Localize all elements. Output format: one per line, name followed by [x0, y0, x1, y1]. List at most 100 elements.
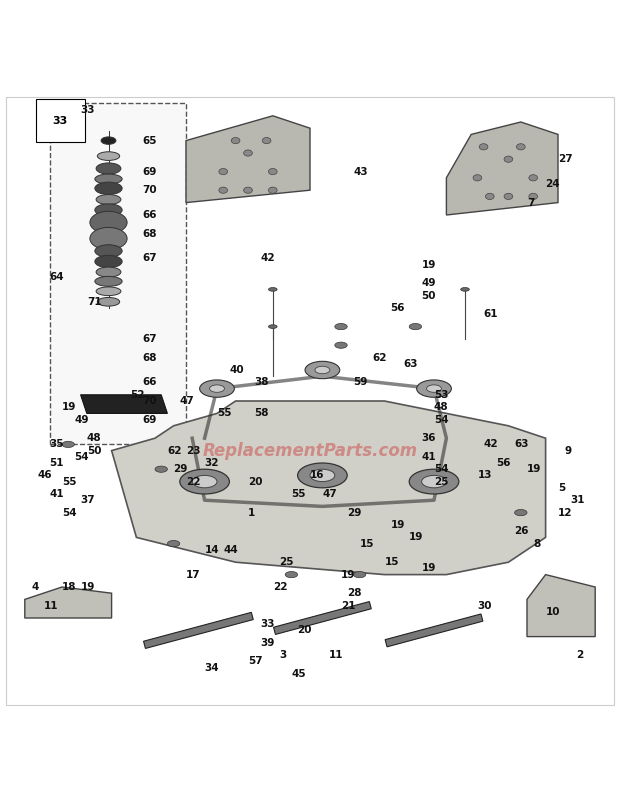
Text: 5: 5: [558, 483, 565, 492]
Ellipse shape: [244, 187, 252, 193]
Text: ReplacementParts.com: ReplacementParts.com: [203, 442, 417, 460]
Ellipse shape: [422, 476, 446, 488]
Text: 66: 66: [143, 378, 157, 387]
Ellipse shape: [504, 193, 513, 200]
Text: 8: 8: [533, 539, 541, 549]
Ellipse shape: [244, 150, 252, 156]
Text: 44: 44: [223, 545, 238, 555]
Ellipse shape: [485, 193, 494, 200]
Polygon shape: [527, 574, 595, 637]
Text: 66: 66: [143, 210, 157, 220]
Ellipse shape: [417, 380, 451, 397]
Text: 55: 55: [217, 408, 231, 419]
Text: 63: 63: [403, 358, 417, 369]
Text: 19: 19: [341, 569, 355, 580]
Ellipse shape: [95, 277, 122, 286]
Ellipse shape: [95, 204, 122, 217]
Bar: [144, 613, 253, 649]
Text: 29: 29: [347, 508, 361, 517]
Text: 41: 41: [422, 452, 436, 462]
Ellipse shape: [353, 572, 366, 577]
Text: 45: 45: [291, 669, 306, 678]
Text: 50: 50: [87, 446, 101, 456]
Text: 1: 1: [248, 508, 255, 517]
Text: 43: 43: [353, 167, 368, 176]
Text: 68: 68: [143, 353, 157, 363]
Text: 38: 38: [254, 378, 268, 387]
Ellipse shape: [262, 137, 271, 144]
Ellipse shape: [200, 380, 234, 397]
Bar: [385, 614, 483, 647]
Ellipse shape: [298, 463, 347, 488]
Text: 10: 10: [546, 607, 560, 617]
Text: 40: 40: [229, 365, 244, 375]
Ellipse shape: [210, 385, 224, 392]
Text: 54: 54: [434, 415, 449, 424]
Bar: [273, 602, 371, 634]
Text: 26: 26: [515, 526, 529, 537]
Ellipse shape: [231, 137, 240, 144]
Text: 11: 11: [43, 601, 58, 610]
Text: 47: 47: [322, 489, 337, 499]
Text: 29: 29: [174, 464, 188, 474]
Text: 15: 15: [384, 557, 399, 567]
Text: 50: 50: [422, 290, 436, 301]
Text: 32: 32: [205, 458, 219, 468]
Text: 19: 19: [422, 563, 436, 573]
Text: 19: 19: [62, 402, 76, 412]
Text: 52: 52: [130, 390, 144, 400]
Text: 33: 33: [81, 104, 95, 115]
Text: 2: 2: [577, 650, 584, 660]
Text: 28: 28: [347, 588, 361, 598]
Text: 35: 35: [50, 439, 64, 449]
Text: 34: 34: [205, 662, 219, 673]
Ellipse shape: [504, 156, 513, 162]
Text: 51: 51: [50, 458, 64, 468]
Ellipse shape: [96, 267, 121, 277]
Text: 21: 21: [341, 601, 355, 610]
Ellipse shape: [97, 152, 120, 160]
Text: 13: 13: [477, 471, 492, 480]
Text: 48: 48: [87, 433, 102, 444]
Text: 31: 31: [570, 495, 585, 505]
Text: 62: 62: [167, 446, 182, 456]
Ellipse shape: [180, 469, 229, 494]
Text: 55: 55: [62, 476, 76, 487]
Text: 22: 22: [273, 582, 287, 592]
Ellipse shape: [268, 187, 277, 193]
Text: 36: 36: [422, 433, 436, 444]
Text: 3: 3: [279, 650, 286, 660]
Text: 7: 7: [527, 197, 534, 208]
Text: 9: 9: [564, 446, 571, 456]
Ellipse shape: [335, 342, 347, 348]
Ellipse shape: [427, 385, 441, 392]
Text: 70: 70: [143, 185, 157, 195]
Text: 47: 47: [180, 396, 195, 406]
Text: 59: 59: [353, 378, 368, 387]
Text: 4: 4: [31, 582, 38, 592]
Text: 69: 69: [143, 415, 157, 424]
Ellipse shape: [335, 323, 347, 330]
Text: 27: 27: [558, 154, 573, 164]
Ellipse shape: [96, 163, 121, 174]
Text: 70: 70: [143, 396, 157, 406]
Text: 12: 12: [558, 508, 572, 517]
Text: 19: 19: [391, 520, 405, 530]
Ellipse shape: [95, 245, 122, 257]
Text: 18: 18: [62, 582, 76, 592]
Text: 53: 53: [434, 390, 448, 400]
Ellipse shape: [62, 441, 74, 448]
Text: 71: 71: [87, 297, 102, 307]
Polygon shape: [446, 122, 558, 215]
Text: 19: 19: [409, 533, 423, 542]
Ellipse shape: [95, 182, 122, 195]
Ellipse shape: [90, 211, 127, 233]
Text: 33: 33: [260, 619, 275, 630]
Text: 41: 41: [50, 489, 64, 499]
Text: 46: 46: [37, 471, 52, 480]
Text: 63: 63: [515, 439, 529, 449]
Ellipse shape: [95, 255, 122, 268]
Ellipse shape: [95, 174, 122, 184]
Ellipse shape: [285, 572, 298, 577]
Text: 30: 30: [477, 601, 492, 610]
